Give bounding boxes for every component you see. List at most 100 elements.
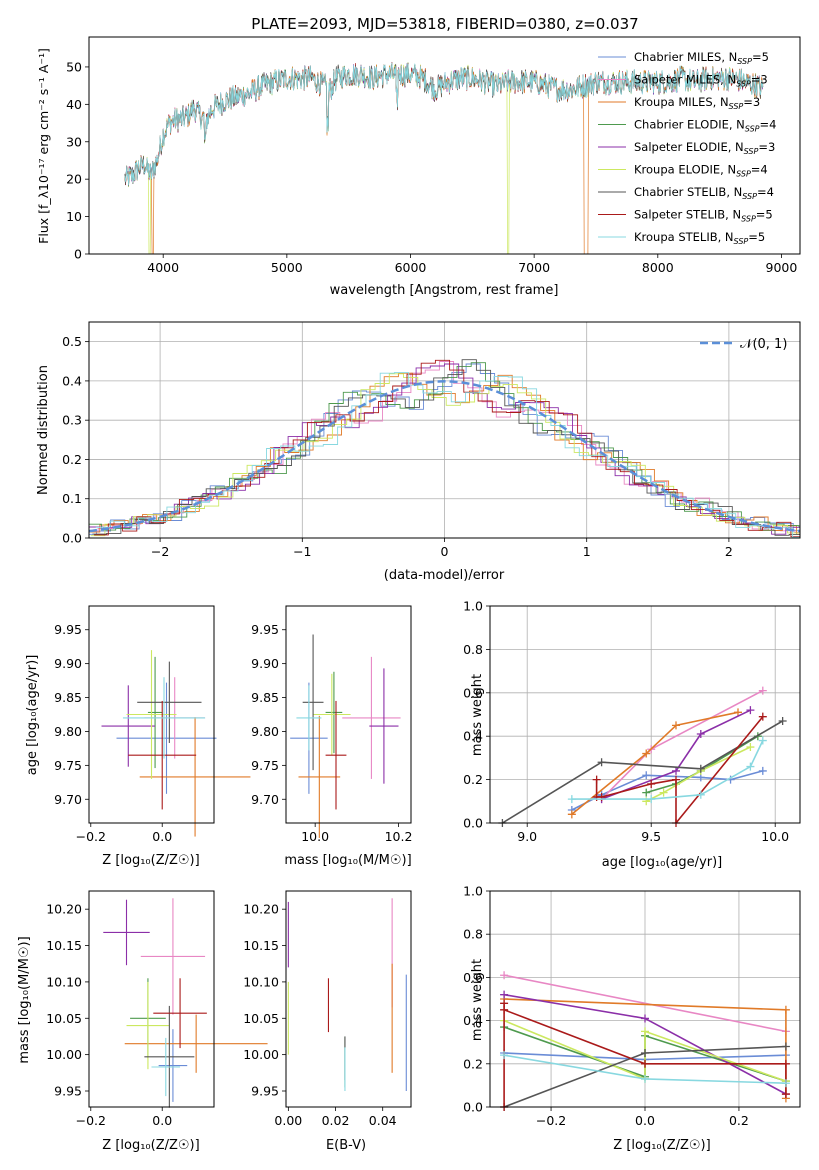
weight-point-marker xyxy=(642,749,651,758)
weight-point-marker xyxy=(672,766,680,775)
y-tick-label: 10.20 xyxy=(243,902,279,917)
axes-frame xyxy=(489,890,801,1108)
legend-entry: Kroupa STELIB, NSSP=5 xyxy=(634,230,765,246)
y-tick-label: 0.2 xyxy=(62,452,82,467)
x-tick-label: 6000 xyxy=(395,260,427,275)
axes-frame xyxy=(285,890,412,1108)
legend-entry: Chabrier MILES, NSSP=5 xyxy=(634,50,769,66)
weight-point-marker xyxy=(567,810,576,819)
weight-point-marker xyxy=(500,1005,509,1014)
legend-entry: Kroupa MILES, NSSP=3 xyxy=(634,95,760,111)
y-tick-label: 10.00 xyxy=(243,1047,279,1062)
y-tick-label: 0.8 xyxy=(463,927,483,942)
mass-vs-Z-xlabel: Z [log₁₀(Z/Z☉)] xyxy=(102,1138,199,1153)
axes-frame xyxy=(88,321,801,539)
x-tick-label: 0.0 xyxy=(152,829,172,844)
x-tick-label: 0.00 xyxy=(274,1113,302,1128)
x-tick-label: 10.0 xyxy=(761,829,789,844)
weight-point-marker xyxy=(781,1079,790,1088)
y-tick-label: 10.00 xyxy=(46,1047,82,1062)
weight-series-line xyxy=(503,974,787,1033)
y-tick-label: 10.10 xyxy=(243,974,279,989)
residuals-panel: −2 −1 0 1 2 0.0 0.1 0.2 0.3 0.4 0.5 𝒩(0, 1) (data-… xyxy=(36,321,801,583)
weight-vs-age-grid xyxy=(490,605,800,824)
legend-entry: Chabrier STELIB, NSSP=4 xyxy=(634,185,774,201)
y-tick-label: 10.10 xyxy=(46,974,82,989)
weight-point-marker xyxy=(500,990,509,999)
weight-series-line xyxy=(595,716,764,824)
age-vs-mass-errorbars xyxy=(290,634,401,838)
spectrum-axes: 4000 5000 6000 7000 8000 9000 0 10 20 30 40 50 xyxy=(66,36,801,275)
y-tick-label: 9.70 xyxy=(251,792,279,807)
y-tick-label: 0.2 xyxy=(463,1056,483,1071)
weight-point-marker xyxy=(781,1059,790,1068)
y-tick-label: 0.4 xyxy=(62,373,82,388)
weight-point-marker xyxy=(567,795,576,804)
weight-series-line xyxy=(645,746,751,803)
axes-frame xyxy=(88,605,215,824)
y-tick-label: 10 xyxy=(66,209,82,224)
legend-entry: Salpeter STELIB, NSSP=5 xyxy=(634,208,773,224)
y-tick-label: 9.85 xyxy=(54,690,82,705)
y-tick-label: 50 xyxy=(66,59,82,74)
x-tick-label: −0.2 xyxy=(76,829,106,844)
y-tick-label: 10.15 xyxy=(243,938,279,953)
weight-point-marker xyxy=(647,779,656,788)
weight-point-marker xyxy=(746,762,755,771)
weight-point-marker xyxy=(641,1027,649,1036)
x-tick-label: 0 xyxy=(441,544,449,559)
age-vs-mass-xlabel: mass [log₁₀(M/M☉)] xyxy=(284,853,411,868)
y-tick-label: 40 xyxy=(66,97,82,112)
weight-series-line xyxy=(503,1003,787,1108)
x-tick-label: 0.04 xyxy=(369,1113,397,1128)
residual-histogram xyxy=(92,359,800,536)
legend-entry: Salpeter MILES, NSSP=3 xyxy=(634,73,768,89)
weight-vs-Z-axes: −0.2 0.0 0.2 0.0 0.2 0.4 0.6 0.8 1.0 xyxy=(463,884,801,1128)
weight-point-marker xyxy=(758,736,767,745)
weight-point-marker xyxy=(758,686,767,695)
y-tick-label: 0.0 xyxy=(463,1100,483,1115)
residual-histogram xyxy=(95,372,800,538)
y-tick-label: 20 xyxy=(66,172,82,187)
weight-point-marker xyxy=(641,1059,649,1068)
weight-series-line xyxy=(501,720,784,824)
mass-vs-EBV-errorbars xyxy=(287,898,407,1091)
y-tick-label: 9.95 xyxy=(54,622,82,637)
y-tick-label: 30 xyxy=(66,134,82,149)
x-tick-label: 4000 xyxy=(147,260,179,275)
y-tick-label: 0 xyxy=(74,247,82,262)
x-tick-label: 1 xyxy=(583,544,591,559)
residuals-axes: −2 −1 0 1 2 0.0 0.1 0.2 0.3 0.4 0.5 xyxy=(62,321,801,559)
spectrum-series-line xyxy=(124,62,764,255)
weight-series-line xyxy=(601,689,764,800)
y-tick-label: 10.15 xyxy=(46,938,82,953)
normal-legend-label: 𝒩(0, 1) xyxy=(740,337,787,352)
mass-vs-EBV-xlabel: E(B-V) xyxy=(326,1138,366,1153)
x-tick-label: −1 xyxy=(293,544,311,559)
y-tick-label: 9.80 xyxy=(251,724,279,739)
weight-point-marker xyxy=(734,708,742,717)
weight-point-marker xyxy=(672,775,680,784)
age-vs-mass-axes: 10.0 10.2 9.70 9.75 9.80 9.85 9.90 9.95 xyxy=(251,605,412,844)
y-tick-label: 1.0 xyxy=(463,599,483,614)
figure-title: PLATE=2093, MJD=53818, FIBERID=0380, z=0… xyxy=(251,15,638,33)
y-tick-label: 9.90 xyxy=(54,656,82,671)
weight-point-marker xyxy=(696,764,705,773)
weight-vs-Z-ylabel: mass weight xyxy=(470,959,485,1041)
weight-point-marker xyxy=(781,1005,790,1014)
x-tick-label: 9000 xyxy=(766,260,798,275)
axes-frame xyxy=(88,36,801,255)
weight-point-marker xyxy=(641,1074,649,1083)
legend-entry: Chabrier ELODIE, NSSP=4 xyxy=(634,118,776,134)
y-tick-label: 9.95 xyxy=(251,1084,279,1099)
y-tick-label: 0.6 xyxy=(463,685,483,700)
y-tick-label: 9.75 xyxy=(251,758,279,773)
legend-entry: Salpeter ELODIE, NSSP=3 xyxy=(634,140,775,156)
y-tick-label: 9.90 xyxy=(251,656,279,671)
x-tick-label: 9.5 xyxy=(641,829,661,844)
weight-point-marker xyxy=(781,1090,790,1099)
weight-series-line xyxy=(601,709,751,800)
spectrum-series-line xyxy=(124,62,764,255)
spectrum-lines xyxy=(124,61,764,255)
